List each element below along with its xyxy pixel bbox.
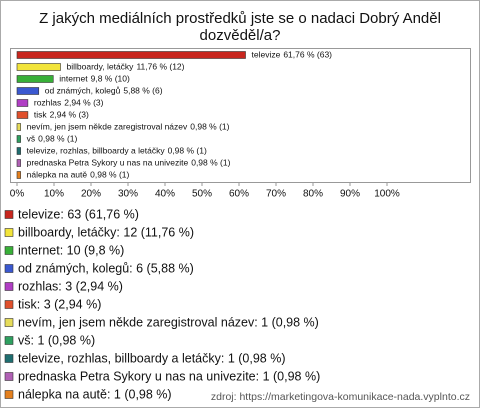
value-label: 0,98 % (1) xyxy=(191,157,230,167)
legend-swatch xyxy=(4,210,14,219)
plot-box xyxy=(10,48,471,183)
legend-swatch xyxy=(4,372,14,381)
bar-category: televize, rozhlas, billboardy a letáčky xyxy=(27,145,166,155)
value-label: 9,8 % (10) xyxy=(91,73,130,83)
chart-title: dozvěděl/a? xyxy=(200,27,281,44)
legend-label: nálepka na autě: 1 (0,98 %) xyxy=(18,387,172,401)
bar xyxy=(16,99,29,107)
x-tick-label: 30% xyxy=(118,189,138,200)
x-tick-label: 80% xyxy=(303,189,323,200)
chart-title: Z jakých mediálních prostředků jste se o… xyxy=(39,10,441,27)
value-label: 2,94 % (3) xyxy=(64,97,103,107)
bar xyxy=(16,75,54,83)
legend-label: internet: 10 (9,8 %) xyxy=(18,243,124,257)
legend-swatch xyxy=(4,246,14,255)
value-label: 2,94 % (3) xyxy=(50,109,89,119)
bar-category: vš xyxy=(27,133,36,143)
legend-label: billboardy, letáčky: 12 (11,76 %) xyxy=(18,225,194,239)
legend-label: nevím, jen jsem někde zaregistroval náze… xyxy=(18,315,319,329)
bar-category: rozhlas xyxy=(34,97,61,107)
bar xyxy=(16,123,21,131)
bar-category: od známých, kolegů xyxy=(45,85,121,95)
legend-swatch xyxy=(4,390,14,399)
legend-label: televize, rozhlas, billboardy a letáčky:… xyxy=(18,351,286,365)
bar-category: prednaska Petra Sykory u nas na univezit… xyxy=(27,157,189,167)
x-tick-label: 20% xyxy=(81,189,101,200)
legend-label: vš: 1 (0,98 %) xyxy=(18,333,95,347)
legend-label: televize: 63 (61,76 %) xyxy=(18,207,139,221)
bar xyxy=(16,159,21,167)
value-label: 0,98 % (1) xyxy=(38,133,77,143)
x-tick-label: 40% xyxy=(155,189,175,200)
value-label: 5,88 % (6) xyxy=(123,85,162,95)
legend-swatch xyxy=(4,300,14,309)
bar-category: tisk xyxy=(34,109,48,119)
x-tick-label: 70% xyxy=(266,189,286,200)
bar xyxy=(16,111,29,119)
bar-category: nálepka na autě xyxy=(27,169,88,179)
legend-swatch xyxy=(4,264,14,273)
bar-category: internet xyxy=(59,73,88,83)
value-label: 0,98 % (1) xyxy=(168,145,207,155)
x-tick-label: 100% xyxy=(374,189,400,200)
legend-swatch xyxy=(4,354,14,363)
legend-swatch xyxy=(4,318,14,327)
value-label: 0,98 % (1) xyxy=(190,121,229,131)
source: zdroj: https://marketingova-komunikace-n… xyxy=(211,391,470,403)
legend-swatch xyxy=(4,228,14,237)
bar-category: televize xyxy=(252,49,281,59)
value-label: 61,76 % (63) xyxy=(283,49,332,59)
bar-category: nevím, jen jsem někde zaregistroval náze… xyxy=(27,121,188,131)
legend-label: rozhlas: 3 (2,94 %) xyxy=(18,279,123,293)
bar xyxy=(16,51,246,59)
legend-label: prednaska Petra Sykory u nas na univezit… xyxy=(18,369,320,383)
x-tick-label: 0% xyxy=(10,189,25,200)
bar-category: billboardy, letáčky xyxy=(67,61,135,71)
legend-label: tisk: 3 (2,94 %) xyxy=(18,297,101,311)
bar xyxy=(16,87,40,95)
legend-swatch xyxy=(4,336,14,345)
legend-label: od známých, kolegů: 6 (5,88 %) xyxy=(18,261,194,275)
x-tick-label: 50% xyxy=(192,189,212,200)
x-tick-label: 90% xyxy=(340,189,360,200)
bar xyxy=(16,63,61,71)
value-label: 11,76 % (12) xyxy=(136,61,184,71)
x-tick-label: 10% xyxy=(44,189,64,200)
bar xyxy=(16,135,21,143)
bar xyxy=(16,171,21,179)
value-label: 0,98 % (1) xyxy=(90,169,129,179)
x-tick-label: 60% xyxy=(229,189,249,200)
bar xyxy=(16,147,21,155)
legend-swatch xyxy=(4,282,14,291)
